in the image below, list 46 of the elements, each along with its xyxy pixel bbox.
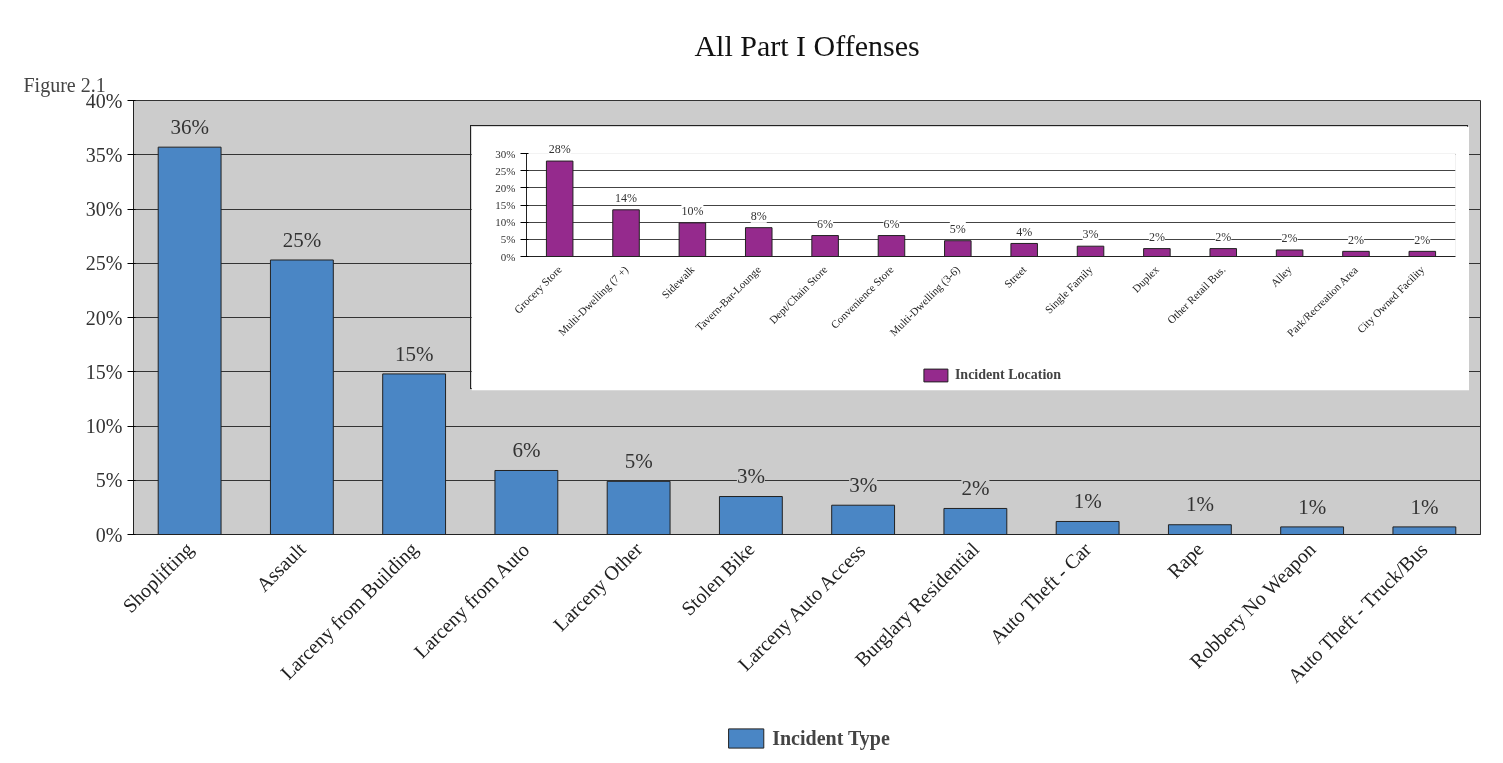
data-label: 3% — [736, 464, 765, 489]
y-tick-label: 15% — [495, 199, 516, 211]
x-tick-label: Auto Theft - Car — [985, 537, 1096, 648]
data-label: 1% — [1298, 494, 1327, 519]
x-tick-label: Rape — [1163, 537, 1209, 584]
data-label: 5% — [624, 448, 653, 473]
y-tick-label: 30% — [85, 198, 123, 220]
legend-label: Incident Location — [954, 367, 1062, 383]
data-label: 2% — [1281, 231, 1298, 246]
y-tick-label: 0% — [95, 523, 123, 546]
data-label: 1% — [1073, 489, 1102, 514]
y-tick-label: 5% — [500, 233, 516, 246]
y-tick-label: 0% — [500, 250, 516, 263]
data-label: 36% — [170, 114, 209, 139]
y-tick-label: 5% — [95, 469, 123, 492]
data-label: 14% — [615, 191, 638, 206]
data-label: 5% — [949, 221, 966, 236]
data-label: 3% — [849, 472, 878, 497]
legend-label: Incident Type — [772, 726, 890, 750]
data-label: 15% — [394, 341, 434, 366]
data-label: 6% — [512, 438, 541, 463]
data-label: 2% — [1414, 232, 1431, 247]
data-label: 2% — [1347, 232, 1364, 247]
data-label: 28% — [548, 142, 571, 157]
y-tick-label: 20% — [495, 181, 516, 194]
y-tick-label: 25% — [85, 252, 123, 275]
chart-title: All Part I Offenses — [694, 28, 920, 62]
data-label: 25% — [282, 227, 322, 252]
y-tick-label: 10% — [85, 415, 123, 437]
y-tick-label: 15% — [85, 360, 123, 383]
data-label: 6% — [883, 216, 900, 231]
data-label: 10% — [681, 204, 704, 219]
data-label: 4% — [1016, 224, 1033, 239]
y-tick-label: 20% — [85, 306, 123, 329]
y-tick-label: 30% — [495, 147, 516, 160]
data-label: 1% — [1410, 494, 1439, 519]
data-label: 8% — [750, 208, 767, 223]
data-label: 1% — [1185, 492, 1214, 517]
y-tick-label: 10% — [495, 216, 516, 229]
y-tick-label: 25% — [495, 164, 516, 177]
data-label: 2% — [961, 476, 990, 501]
data-label: 2% — [1215, 229, 1232, 244]
data-label: 6% — [817, 216, 834, 231]
data-label: 2% — [1148, 229, 1165, 244]
y-tick-label: 35% — [85, 143, 123, 166]
data-label: 3% — [1082, 227, 1099, 242]
